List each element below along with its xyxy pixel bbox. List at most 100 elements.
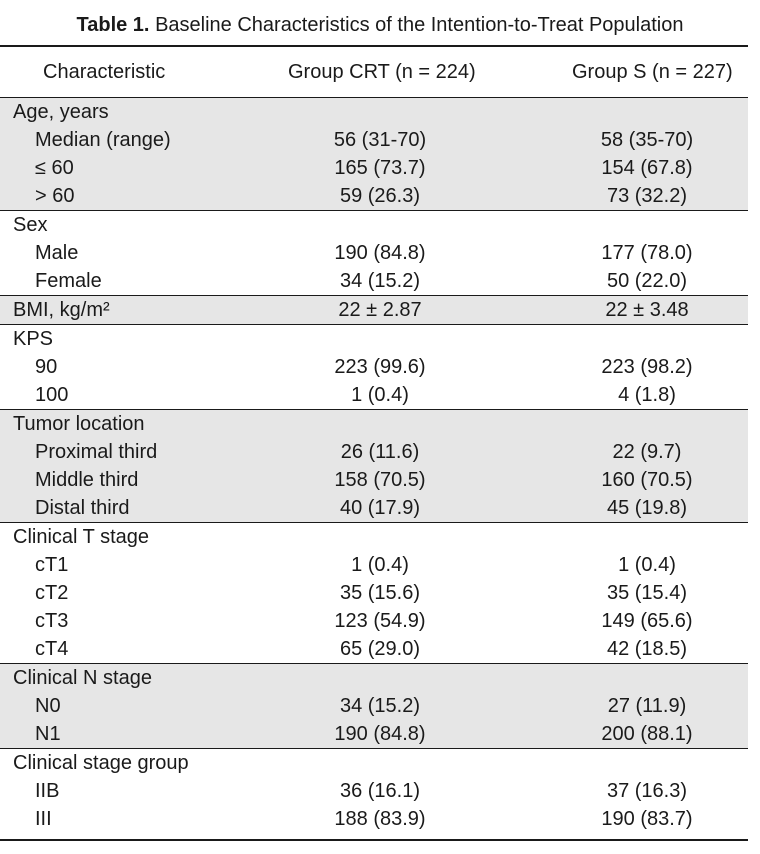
row-label: KPS [13,328,54,350]
cell-group-s: 27 (11.9) [607,695,687,717]
row-label: Distal third [35,497,130,519]
cell-group-crt: 40 (17.9) [339,497,421,519]
table-row: > 60 59 (26.3) 73 (32.2) [0,182,748,210]
group-divider [0,663,748,664]
row-label: cT2 [35,582,69,604]
top-rule [0,45,748,47]
row-label: 100 [35,384,69,406]
table-row: BMI, kg/m² 22 ± 2.87 22 ± 3.48 [0,296,748,324]
row-label: Clinical T stage [13,526,149,548]
cell-group-s: 22 (9.7) [612,441,682,463]
cell-group-crt: 1 (0.4) [351,384,409,406]
bottom-rule [0,839,748,841]
table-row: Age, years [0,98,748,126]
table-row: ≤ 60 165 (73.7) 154 (67.8) [0,154,748,182]
row-label: cT3 [35,610,69,632]
table-row: cT3 123 (54.9) 149 (65.6) [0,607,748,635]
cell-group-s: 58 (35-70) [600,129,694,151]
table-row: N1 190 (84.8) 200 (88.1) [0,720,748,748]
cell-group-crt: 1 (0.4) [351,554,409,576]
row-label: N1 [35,723,61,745]
row-label: Age, years [13,101,109,123]
table-row: Proximal third 26 (11.6) 22 (9.7) [0,438,748,466]
table-row: KPS [0,325,748,353]
row-label: IIB [35,780,60,802]
row-label: Proximal third [35,441,158,463]
table-row: Middle third 158 (70.5) 160 (70.5) [0,466,748,494]
group-divider [0,210,748,211]
table-row: IIB 36 (16.1) 37 (16.3) [0,777,748,805]
table-title: Baseline Characteristics of the Intentio… [155,14,684,36]
table-row: Female 34 (15.2) 50 (22.0) [0,267,748,295]
table-row: Clinical stage group [0,749,748,777]
table-row: cT2 35 (15.6) 35 (15.4) [0,579,748,607]
cell-group-s: 4 (1.8) [618,384,676,406]
cell-group-crt: 223 (99.6) [334,356,426,378]
cell-group-s: 177 (78.0) [601,242,693,264]
cell-group-crt: 34 (15.2) [339,695,421,717]
table-row: Clinical T stage [0,523,748,551]
table-row: Male 190 (84.8) 177 (78.0) [0,239,748,267]
row-label: Male [35,242,79,264]
row-group: Clinical N stage N0 34 (15.2) 27 (11.9) N1 19… [0,664,748,748]
row-label: Female [35,270,102,292]
table-row: III 188 (83.9) 190 (83.7) [0,805,748,833]
cell-group-crt: 188 (83.9) [334,808,426,830]
table-label: Table 1. [76,14,150,36]
table-row: Median (range) 56 (31-70) 58 (35-70) [0,126,748,154]
cell-group-crt: 190 (84.8) [334,723,426,745]
table-header: Characteristic Group CRT (n = 224) Group… [0,47,748,97]
row-label: Tumor location [13,413,145,435]
header-rule [0,97,748,98]
row-group: KPS 90 223 (99.6) 223 (98.2) 100 1 (0.4) 4 (1.… [0,325,748,409]
cell-group-s: 50 (22.0) [606,270,688,292]
group-divider [0,409,748,410]
row-group: Tumor location Proximal third 26 (11.6) 22 … [0,410,748,522]
cell-group-s: 190 (83.7) [601,808,693,830]
table-row: cT4 65 (29.0) 42 (18.5) [0,635,748,663]
cell-group-crt: 59 (26.3) [339,185,421,207]
cell-group-s: 22 ± 3.48 [605,299,689,321]
cell-group-crt: 65 (29.0) [339,638,421,660]
cell-group-crt: 36 (16.1) [339,780,421,802]
row-group: Clinical T stage cT1 1 (0.4) 1 (0.4) cT2 35 (… [0,523,748,663]
cell-group-s: 154 (67.8) [601,157,693,179]
row-label: Sex [13,214,48,236]
header-group-s: Group S (n = 227) [572,61,733,83]
cell-group-s: 42 (18.5) [606,638,688,660]
table-row: 100 1 (0.4) 4 (1.8) [0,381,748,409]
header-characteristic: Characteristic [43,61,166,83]
header-group-crt: Group CRT (n = 224) [288,61,476,83]
row-label: > 60 [35,185,75,207]
table-row: N0 34 (15.2) 27 (11.9) [0,692,748,720]
cell-group-crt: 123 (54.9) [334,610,426,632]
row-label: 90 [35,356,58,378]
row-label: cT1 [35,554,69,576]
cell-group-s: 200 (88.1) [601,723,693,745]
table-row: 90 223 (99.6) 223 (98.2) [0,353,748,381]
cell-group-crt: 190 (84.8) [334,242,426,264]
row-label: cT4 [35,638,69,660]
row-group: Clinical stage group IIB 36 (16.1) 37 (16.3… [0,749,748,833]
cell-group-s: 73 (32.2) [606,185,688,207]
table-row: Sex [0,211,748,239]
cell-group-crt: 158 (70.5) [334,469,426,491]
table-body: Age, years Median (range) 56 (31-70) 58 (35… [0,98,748,833]
cell-group-s: 149 (65.6) [601,610,693,632]
row-label: Clinical N stage [13,667,152,689]
cell-group-s: 160 (70.5) [601,469,693,491]
cell-group-s: 223 (98.2) [601,356,693,378]
cell-group-s: 37 (16.3) [606,780,688,802]
cell-group-s: 35 (15.4) [606,582,688,604]
cell-group-crt: 165 (73.7) [334,157,426,179]
cell-group-s: 45 (19.8) [606,497,688,519]
row-group: BMI, kg/m² 22 ± 2.87 22 ± 3.48 [0,296,748,324]
cell-group-crt: 22 ± 2.87 [338,299,422,321]
table-row: cT1 1 (0.4) 1 (0.4) [0,551,748,579]
cell-group-crt: 26 (11.6) [340,441,420,463]
row-label: Clinical stage group [13,752,189,774]
row-label: N0 [35,695,61,717]
cell-group-s: 1 (0.4) [618,554,676,576]
row-label: ≤ 60 [35,157,74,179]
cell-group-crt: 34 (15.2) [339,270,421,292]
